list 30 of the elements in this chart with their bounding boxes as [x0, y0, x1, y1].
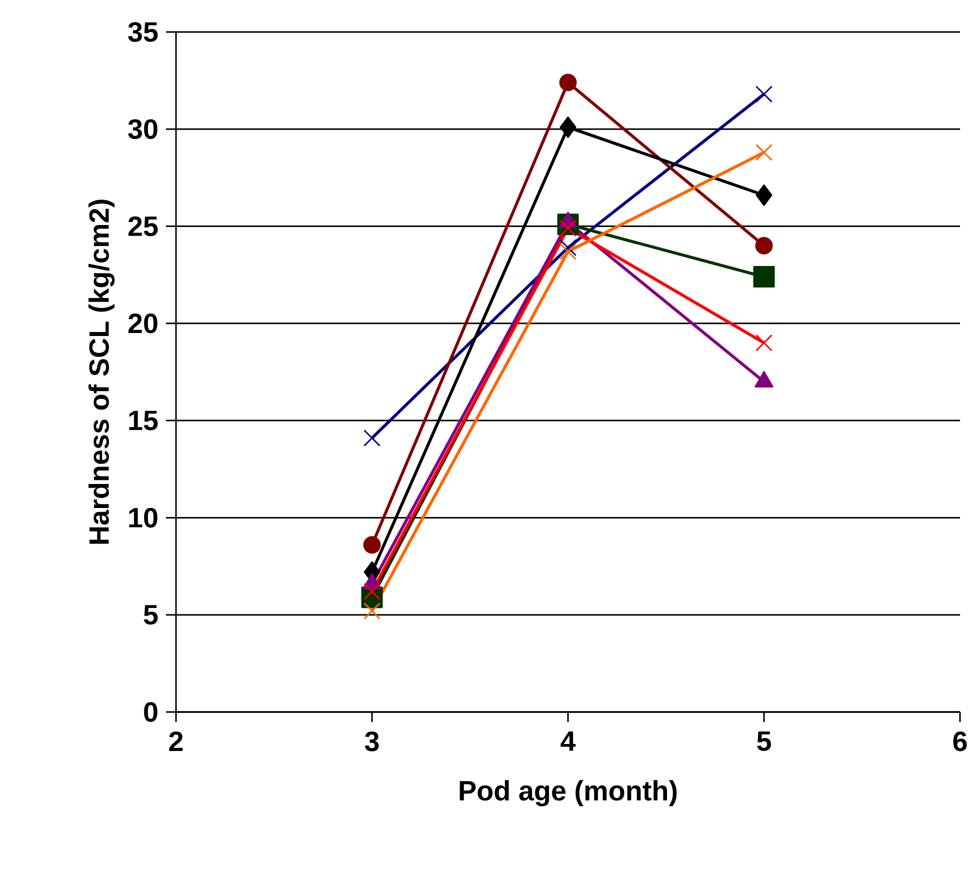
- x-axis-title: Pod age (month): [460, 780, 677, 806]
- point: [755, 236, 773, 254]
- point: [560, 116, 576, 138]
- point: [559, 239, 577, 256]
- point: [753, 266, 775, 288]
- point: [756, 184, 772, 206]
- point: [363, 536, 381, 554]
- x-tick-label: 3: [364, 732, 379, 752]
- y-tick-label: 35: [128, 22, 158, 42]
- x-tick-label: 4: [560, 732, 576, 751]
- y-tick-label: 0: [144, 702, 158, 722]
- y-tick-label: 30: [128, 119, 158, 140]
- x-tick-label: 5: [757, 732, 771, 751]
- point: [559, 220, 577, 237]
- y-tick-label: 15: [129, 410, 158, 430]
- point: [559, 243, 577, 260]
- point: [363, 602, 381, 620]
- y-axis-title: Hardness of SCL (kg/cm2): [88, 200, 115, 544]
- point: [363, 430, 381, 447]
- y-tick-label: 20: [128, 314, 158, 334]
- y-tick-label: 10: [129, 508, 158, 528]
- point: [363, 583, 381, 600]
- x-tick-label: 2: [169, 732, 183, 751]
- point: [755, 144, 773, 161]
- y-tick-label: 5: [144, 605, 158, 625]
- point: [755, 334, 773, 352]
- y-tick-label: 25: [128, 216, 158, 236]
- x-tick-label: 6: [953, 732, 967, 752]
- point: [559, 74, 577, 92]
- point: [755, 86, 773, 103]
